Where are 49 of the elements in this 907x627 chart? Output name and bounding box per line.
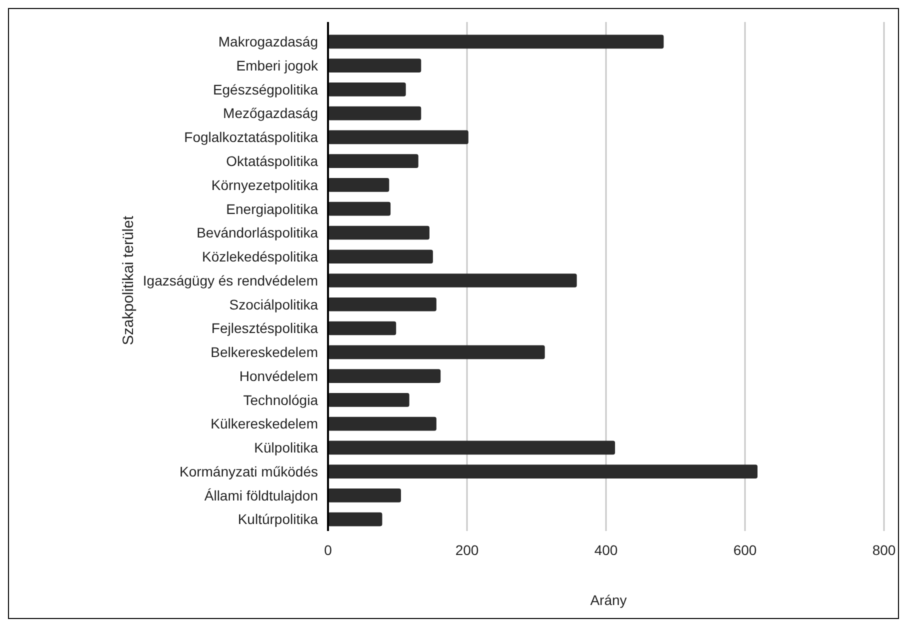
y-tick-label: Emberi jogok [236, 57, 319, 74]
bar [328, 392, 410, 407]
y-tick-label: Közlekedéspolitika [202, 248, 318, 265]
y-tick-label: Állami földtulajdon [204, 487, 318, 504]
y-tick-label: Kultúrpolitika [238, 511, 318, 528]
bar [328, 130, 468, 144]
y-tick-label: Mezőgazdaság [223, 105, 318, 122]
bar [328, 440, 616, 455]
y-tick-label: Technológia [243, 392, 318, 408]
y-tick-label: Belkereskedelem [210, 344, 318, 360]
bar [328, 34, 664, 49]
bar [328, 250, 433, 264]
bar [328, 274, 577, 288]
bar [328, 464, 758, 478]
bar [328, 178, 390, 192]
y-tick-label: Fejlesztéspolitika [211, 320, 318, 336]
x-tick-label: 800 [872, 542, 896, 558]
x-tick-label: 400 [594, 542, 618, 558]
bar [328, 416, 436, 431]
y-tick-label: Külpolitika [254, 440, 318, 456]
y-tick-label: Külkereskedelem [210, 416, 318, 432]
y-tick-label: Makrogazdaság [218, 34, 318, 50]
x-axis-title: Arány [590, 592, 627, 608]
y-tick-label: Oktatáspolitika [226, 153, 318, 169]
bar [328, 82, 406, 96]
y-tick-label: Kormányzati működés [179, 463, 318, 480]
bar [328, 321, 396, 336]
y-tick-label: Bevándorláspolitika [196, 224, 318, 241]
y-tick-label: Foglalkoztatáspolitika [184, 129, 318, 146]
bar [328, 106, 422, 120]
bar [328, 297, 436, 312]
bar [328, 202, 391, 216]
bar [328, 154, 418, 168]
x-tick-label: 0 [324, 542, 332, 558]
y-axis-title: Szakpolitikai terület [120, 215, 137, 346]
x-tick-label: 600 [733, 542, 757, 558]
bar [328, 488, 401, 502]
y-tick-label: Szociálpolitika [229, 296, 318, 312]
bar [328, 512, 382, 526]
y-tick-label: Egészségpolitika [212, 81, 318, 98]
x-tick-label: 200 [455, 542, 479, 558]
y-tick-label: Igazságügy és rendvédelem [142, 272, 318, 288]
bar [328, 345, 545, 360]
bar [328, 226, 430, 240]
y-tick-label: Energiapolitika [226, 200, 318, 217]
bar [328, 369, 441, 383]
y-tick-label: Környezetpolitika [211, 176, 318, 193]
y-tick-label: Honvédelem [239, 368, 318, 384]
bar [328, 58, 422, 73]
